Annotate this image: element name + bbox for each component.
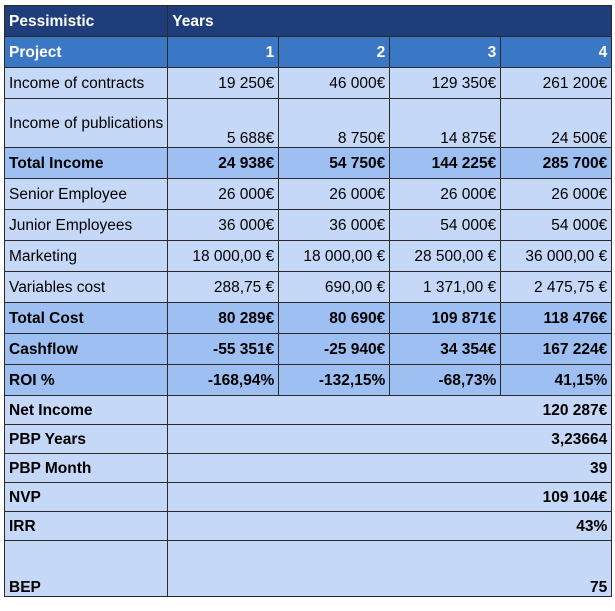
cell[interactable]: 5 688€ xyxy=(167,98,280,148)
cell[interactable]: -55 351€ xyxy=(167,333,280,365)
cell[interactable]: 26 000€ xyxy=(389,178,502,210)
row-label-income-publications[interactable]: Income of publications xyxy=(3,98,169,148)
row-label-junior-employees[interactable]: Junior Employees xyxy=(3,209,169,241)
cell[interactable]: 261 200€ xyxy=(500,67,613,99)
cell[interactable]: -132,15% xyxy=(278,364,391,396)
table-row: Income of publications 5 688€ 8 750€ 14 … xyxy=(3,98,613,148)
summary-label-pbp-years[interactable]: PBP Years xyxy=(3,424,169,454)
table-row: ROI % -168,94% -132,15% -68,73% 41,15% xyxy=(3,364,613,396)
year-3-header[interactable]: 3 xyxy=(389,36,502,68)
summary-row: PBP Month 39 xyxy=(3,453,613,483)
cell[interactable]: 690,00 € xyxy=(278,271,391,303)
table-row: Income of contracts 19 250€ 46 000€ 129 … xyxy=(3,67,613,99)
cell[interactable]: -25 940€ xyxy=(278,333,391,365)
cell[interactable]: 8 750€ xyxy=(278,98,391,148)
cell[interactable]: 26 000€ xyxy=(278,178,391,210)
summary-value-pbp-years[interactable]: 3,23664 xyxy=(167,424,613,454)
summary-label-pbp-month[interactable]: PBP Month xyxy=(3,453,169,483)
cell[interactable]: 118 476€ xyxy=(500,302,613,334)
cell[interactable]: -68,73% xyxy=(389,364,502,396)
summary-row: Net Income 120 287€ xyxy=(3,395,613,425)
row-label-marketing[interactable]: Marketing xyxy=(3,240,169,272)
summary-value-nvp[interactable]: 109 104€ xyxy=(167,482,613,512)
table-row: Cashflow -55 351€ -25 940€ 34 354€ 167 2… xyxy=(3,333,613,365)
cell[interactable]: 80 690€ xyxy=(278,302,391,334)
row-label-total-income[interactable]: Total Income xyxy=(3,147,169,179)
summary-label-nvp[interactable]: NVP xyxy=(3,482,169,512)
cell[interactable]: 34 354€ xyxy=(389,333,502,365)
row-label-total-cost[interactable]: Total Cost xyxy=(3,302,169,334)
cell[interactable]: 18 000,00 € xyxy=(278,240,391,272)
cell[interactable]: 2 475,75 € xyxy=(500,271,613,303)
summary-label-irr[interactable]: IRR xyxy=(3,511,169,541)
cell[interactable]: 36 000€ xyxy=(278,209,391,241)
summary-row: IRR 43% xyxy=(3,511,613,541)
summary-row: BEP 75 xyxy=(3,540,613,597)
year-2-header[interactable]: 2 xyxy=(278,36,391,68)
cell[interactable]: 36 000€ xyxy=(167,209,280,241)
cell[interactable]: 144 225€ xyxy=(389,147,502,179)
summary-value-irr[interactable]: 43% xyxy=(167,511,613,541)
cell[interactable]: 24 938€ xyxy=(167,147,280,179)
cell[interactable]: 36 000,00 € xyxy=(500,240,613,272)
years-header[interactable]: Years xyxy=(167,5,613,37)
cell[interactable]: 19 250€ xyxy=(167,67,280,99)
cell[interactable]: 129 350€ xyxy=(389,67,502,99)
summary-row: PBP Years 3,23664 xyxy=(3,424,613,454)
pessimistic-table: Pessimistic Years Project 1 2 3 4 Income… xyxy=(3,5,613,597)
cell[interactable]: 54 000€ xyxy=(500,209,613,241)
summary-label-net-income[interactable]: Net Income xyxy=(3,395,169,425)
cell[interactable]: 26 000€ xyxy=(500,178,613,210)
cell[interactable]: 46 000€ xyxy=(278,67,391,99)
cell[interactable]: 54 000€ xyxy=(389,209,502,241)
cell[interactable]: 14 875€ xyxy=(389,98,502,148)
row-label-income-contracts[interactable]: Income of contracts xyxy=(3,67,169,99)
row-label-senior-employee[interactable]: Senior Employee xyxy=(3,178,169,210)
cell[interactable]: 80 289€ xyxy=(167,302,280,334)
cell[interactable]: 288,75 € xyxy=(167,271,280,303)
cell[interactable]: 109 871€ xyxy=(389,302,502,334)
cell[interactable]: 18 000,00 € xyxy=(167,240,280,272)
table-row: Total Income 24 938€ 54 750€ 144 225€ 28… xyxy=(3,147,613,179)
row-label-variables-cost[interactable]: Variables cost xyxy=(3,271,169,303)
cell[interactable]: 41,15% xyxy=(500,364,613,396)
cell[interactable]: 285 700€ xyxy=(500,147,613,179)
project-label[interactable]: Project xyxy=(3,36,169,68)
title-row: Pessimistic Years xyxy=(3,5,613,37)
scenario-title[interactable]: Pessimistic xyxy=(3,5,169,37)
cell[interactable]: -168,94% xyxy=(167,364,280,396)
cell[interactable]: 24 500€ xyxy=(500,98,613,148)
year-4-header[interactable]: 4 xyxy=(500,36,613,68)
year-1-header[interactable]: 1 xyxy=(167,36,280,68)
summary-label-bep[interactable]: BEP xyxy=(3,540,169,597)
row-label-cashflow[interactable]: Cashflow xyxy=(3,333,169,365)
table-row: Variables cost 288,75 € 690,00 € 1 371,0… xyxy=(3,271,613,303)
cell[interactable]: 54 750€ xyxy=(278,147,391,179)
cell[interactable]: 28 500,00 € xyxy=(389,240,502,272)
table-row: Marketing 18 000,00 € 18 000,00 € 28 500… xyxy=(3,240,613,272)
cell[interactable]: 1 371,00 € xyxy=(389,271,502,303)
cell[interactable]: 167 224€ xyxy=(500,333,613,365)
row-label-roi[interactable]: ROI % xyxy=(3,364,169,396)
summary-row: NVP 109 104€ xyxy=(3,482,613,512)
summary-value-bep[interactable]: 75 xyxy=(167,540,613,597)
cell[interactable]: 26 000€ xyxy=(167,178,280,210)
table-row: Total Cost 80 289€ 80 690€ 109 871€ 118 … xyxy=(3,302,613,334)
year-header-row: Project 1 2 3 4 xyxy=(3,36,613,68)
table-row: Senior Employee 26 000€ 26 000€ 26 000€ … xyxy=(3,178,613,210)
summary-value-pbp-month[interactable]: 39 xyxy=(167,453,613,483)
table-row: Junior Employees 36 000€ 36 000€ 54 000€… xyxy=(3,209,613,241)
summary-value-net-income[interactable]: 120 287€ xyxy=(167,395,613,425)
